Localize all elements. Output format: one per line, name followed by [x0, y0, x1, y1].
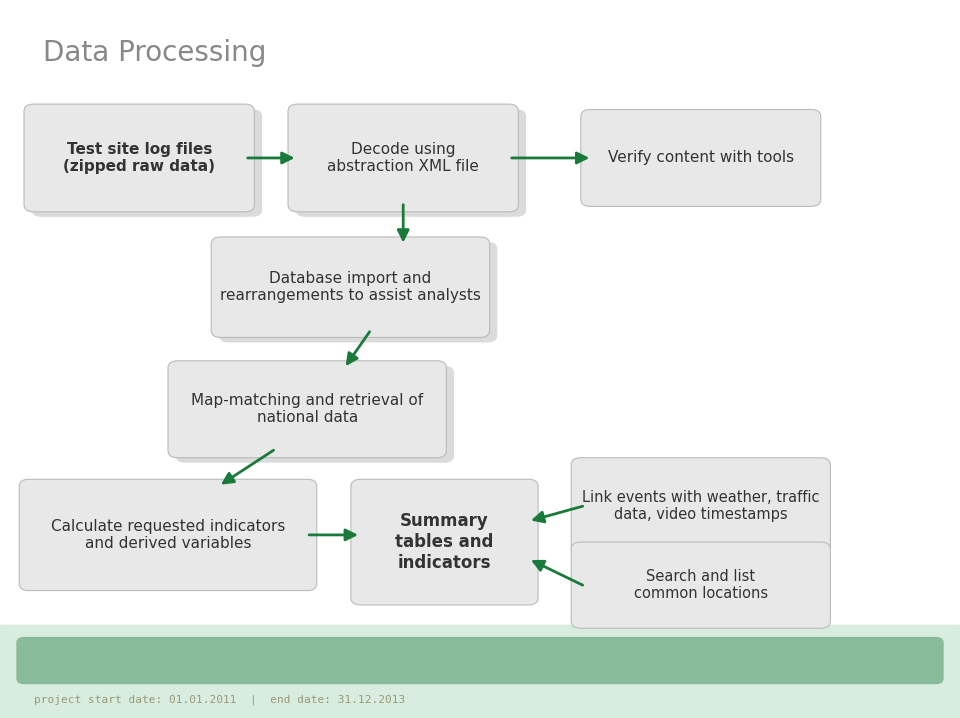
Text: Calculate requested indicators
and derived variables: Calculate requested indicators and deriv…: [51, 518, 285, 551]
FancyBboxPatch shape: [288, 104, 518, 212]
Text: Search and list
common locations: Search and list common locations: [634, 569, 768, 602]
Text: Test site log files
(zipped raw data): Test site log files (zipped raw data): [63, 141, 215, 174]
FancyBboxPatch shape: [0, 625, 960, 718]
Text: Summary
tables and
indicators: Summary tables and indicators: [396, 512, 493, 572]
FancyBboxPatch shape: [176, 366, 454, 463]
FancyBboxPatch shape: [571, 542, 830, 628]
Text: Database import and
rearrangements to assist analysts: Database import and rearrangements to as…: [220, 271, 481, 304]
Text: Link events with weather, traffic
data, video timestamps: Link events with weather, traffic data, …: [582, 490, 820, 523]
FancyBboxPatch shape: [581, 109, 821, 207]
FancyBboxPatch shape: [571, 458, 830, 554]
FancyBboxPatch shape: [24, 104, 254, 212]
Text: Map-matching and retrieval of
national data: Map-matching and retrieval of national d…: [191, 393, 423, 426]
FancyBboxPatch shape: [296, 109, 526, 217]
Text: project start date: 01.01.2011  |  end date: 31.12.2013: project start date: 01.01.2011 | end dat…: [34, 695, 405, 705]
FancyBboxPatch shape: [32, 109, 262, 217]
FancyBboxPatch shape: [219, 242, 497, 342]
FancyBboxPatch shape: [211, 237, 490, 337]
FancyBboxPatch shape: [16, 637, 944, 684]
FancyBboxPatch shape: [19, 480, 317, 590]
Text: Verify content with tools: Verify content with tools: [608, 151, 794, 165]
FancyBboxPatch shape: [351, 480, 538, 605]
Text: Decode using
abstraction XML file: Decode using abstraction XML file: [327, 141, 479, 174]
Text: Data Processing: Data Processing: [43, 39, 267, 67]
FancyBboxPatch shape: [168, 360, 446, 458]
